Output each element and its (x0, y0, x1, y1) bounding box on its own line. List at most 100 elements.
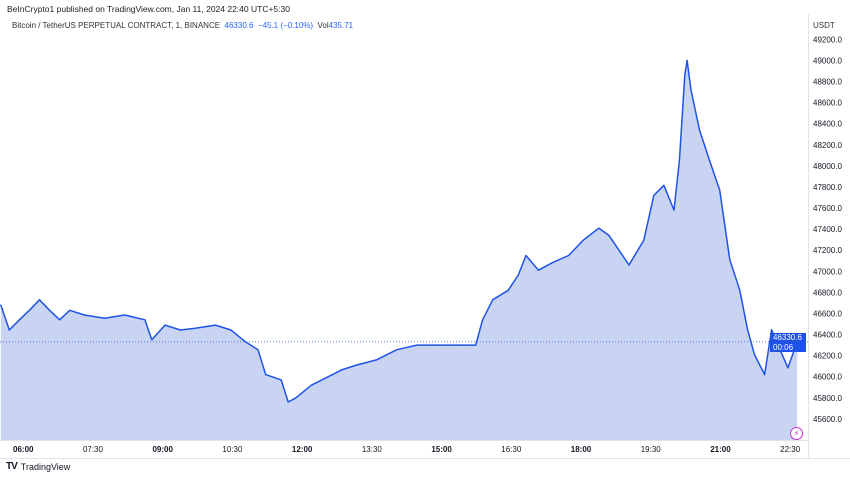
data-point (164, 324, 166, 326)
data-point (265, 374, 267, 376)
data-point (678, 159, 681, 162)
volume-label: Vol (317, 21, 329, 30)
x-tick-label: 21:00 (710, 445, 731, 454)
data-point (325, 377, 327, 379)
data-point (144, 319, 146, 321)
y-tick-label: 46800.0 (813, 288, 842, 297)
data-point (482, 319, 484, 321)
data-point (582, 239, 584, 241)
x-tick-label: 13:30 (362, 445, 383, 454)
y-tick-label: 47400.0 (813, 225, 842, 234)
x-tick-label: 06:00 (13, 445, 34, 454)
y-tick-label: 48200.0 (813, 141, 842, 150)
data-point (0, 304, 2, 306)
data-point (124, 314, 126, 316)
y-tick-label: 46400.0 (813, 331, 842, 340)
data-point (244, 341, 247, 343)
x-tick-label: 12:00 (292, 445, 313, 454)
y-tick-label: 49200.0 (813, 35, 842, 44)
data-point (552, 261, 554, 263)
y-tick-label: 48400.0 (813, 120, 842, 129)
y-tick-label: 46600.0 (813, 309, 842, 318)
symbol-legend: Bitcoin / TetherUS PERPETUAL CONTRACT, 1… (12, 21, 353, 30)
x-tick-label: 18:00 (571, 445, 592, 454)
data-point (684, 74, 686, 76)
data-point (28, 309, 31, 311)
data-point (230, 329, 232, 331)
data-point (416, 344, 418, 346)
data-point (38, 299, 41, 301)
data-point (673, 209, 675, 211)
x-tick-label: 07:30 (83, 445, 104, 454)
data-point (653, 194, 655, 196)
data-point (709, 159, 711, 162)
y-tick-label: 47200.0 (813, 246, 842, 255)
price-area-fill (0, 60, 798, 441)
data-point (608, 234, 610, 237)
data-point (643, 239, 645, 241)
data-point (18, 319, 20, 321)
bar-countdown: 00:06 (773, 342, 794, 352)
data-point (48, 309, 51, 311)
data-point (475, 344, 477, 346)
y-tick-label: 48600.0 (813, 99, 842, 108)
data-point (719, 189, 721, 191)
x-tick-label: 09:00 (152, 445, 173, 454)
data-point (341, 369, 343, 371)
data-point (295, 397, 297, 399)
data-point (507, 289, 509, 291)
data-point (746, 329, 749, 331)
data-point (770, 329, 773, 331)
data-point (525, 254, 527, 257)
data-point (59, 319, 61, 321)
data-point (8, 329, 10, 331)
x-tick-label: 22:30 (780, 445, 801, 454)
data-point (698, 129, 701, 131)
data-point (690, 89, 692, 91)
tradingview-logo[interactable]: TV TradingView (6, 461, 70, 472)
y-tick-label: 46000.0 (813, 373, 842, 382)
tradingview-brand: TradingView (20, 461, 71, 472)
data-point (787, 367, 789, 369)
data-point (214, 324, 216, 326)
data-point (618, 249, 620, 251)
currency-label[interactable]: USDT (813, 21, 835, 30)
data-point (729, 259, 731, 261)
tv-logo-icon: TV (6, 461, 18, 472)
y-tick-label: 48000.0 (813, 162, 842, 171)
data-point (103, 317, 106, 319)
data-point (194, 327, 196, 329)
data-point (457, 344, 459, 346)
y-tick-label: 45600.0 (813, 415, 842, 424)
data-point (753, 353, 756, 356)
data-point (396, 349, 398, 351)
data-point (568, 254, 570, 257)
data-point (492, 299, 494, 301)
lightning-icon[interactable]: ⚡︎ (790, 427, 803, 440)
symbol-title[interactable]: Bitcoin / TetherUS PERPETUAL CONTRACT, 1… (12, 21, 221, 30)
data-point (663, 184, 665, 186)
x-tick-label: 19:30 (641, 445, 662, 454)
data-point (310, 384, 313, 386)
data-point (686, 59, 688, 61)
data-point (179, 329, 182, 331)
data-point (280, 379, 282, 381)
price-change: −45.1 (−0.10%) (257, 21, 314, 30)
last-price: 46330.6 (224, 21, 254, 30)
y-tick-label: 47000.0 (813, 267, 842, 276)
data-point (437, 344, 439, 346)
x-tick-label: 16:30 (501, 445, 522, 454)
data-point (355, 364, 357, 366)
data-point (287, 401, 289, 403)
data-point (517, 274, 519, 276)
last-price-label: 46330.6 00:06 (770, 333, 806, 352)
y-tick-label: 46200.0 (813, 352, 842, 361)
data-point (628, 264, 630, 266)
published-note: BeInCrypto1 published on TradingView.com… (7, 4, 290, 14)
y-tick-label: 47800.0 (813, 183, 842, 192)
data-point (598, 227, 600, 229)
data-point (739, 289, 741, 291)
volume-value: 435.71 (328, 21, 354, 30)
data-point (83, 314, 86, 316)
